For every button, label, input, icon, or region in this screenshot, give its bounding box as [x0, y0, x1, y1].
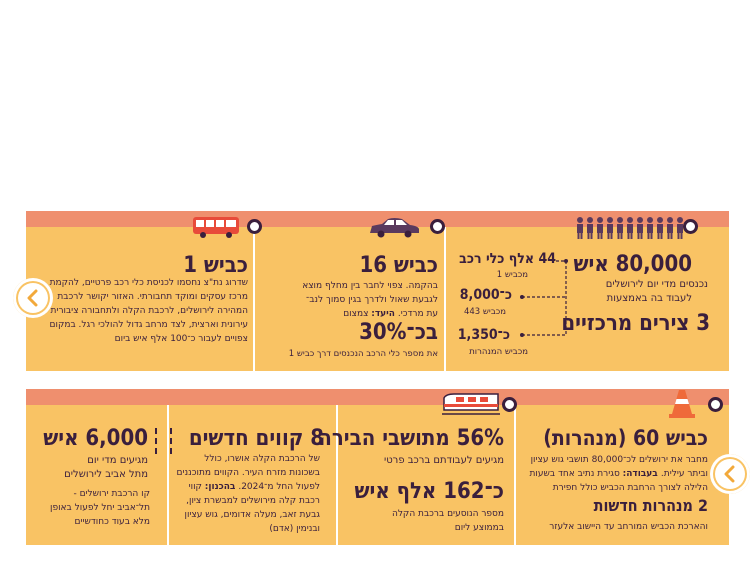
section-body: מחבר את ירושלים לכ־80,000 תושבי גוש עציו…	[520, 453, 708, 495]
body-text: מחבר את ירושלים לכ־80,000 תושבי גוש עציו…	[530, 455, 708, 479]
headline-value: 8 קווים חדשים	[188, 426, 324, 451]
top-panel	[26, 227, 729, 371]
body-bold: בהכנון:	[204, 482, 236, 492]
band-marker	[708, 397, 723, 412]
body-bold: בעבודה:	[622, 469, 661, 479]
stat-value: כ־8,000	[459, 287, 512, 303]
stat-note: מכביש 443	[463, 307, 506, 317]
car-icon	[370, 218, 419, 238]
section-body: והארכת הכביש המורחב עד היישוב אלעזר	[549, 522, 708, 532]
chevron-left-icon	[724, 465, 735, 483]
bottom-band	[26, 389, 729, 405]
section-title: כביש 16	[359, 253, 438, 278]
bottom-divider-3	[514, 405, 516, 545]
top-divider-2	[444, 227, 446, 371]
stat-note: את מספר כלי הרכב הנכנסים דרך כביש 1	[288, 349, 438, 359]
body-line: עת מרדכי. היעד: צמצום	[258, 307, 438, 321]
section-title: כביש 1	[183, 253, 248, 278]
stat-note: מכביש המנהרות	[469, 347, 528, 357]
stat-note: מכביש 1	[496, 270, 528, 280]
top-divider-1	[253, 227, 255, 371]
headline-sub: מגיעים מדי יום	[87, 455, 148, 466]
body-line: לגבעת שאול ולדרך בגין סמוך לנב־	[305, 295, 438, 305]
stat-value: 44 אלף כלי רכב	[459, 251, 556, 267]
headline-sub: לעבוד בה באמצעות	[606, 293, 692, 304]
dashed-separator	[170, 428, 172, 454]
headline-value: כ־162 אלף איש	[354, 479, 504, 504]
headline-value: 80,000 איש	[573, 252, 692, 277]
headline-value: 56% מתושבי הבירה	[318, 426, 504, 451]
body-bold: היעד:	[371, 309, 395, 319]
body-text: של הרכבת הקלה אושרו, כולל בשכונות מזרח ה…	[176, 454, 320, 492]
dashed-separator	[155, 428, 157, 454]
stat-value: כ־1,350	[457, 327, 510, 343]
band-marker	[683, 219, 698, 234]
connector-lines	[520, 259, 568, 337]
section-body: שדרוג נת"צ נחסמו לכניסת כלי רכב פרטיים, …	[49, 278, 248, 344]
next-slide-button[interactable]	[710, 454, 750, 494]
bottom-panel	[26, 405, 729, 545]
body-text: סגירת נתיב אחד בשעות הלילה לצורך הרחבת ה…	[529, 469, 708, 493]
headline-value: 6,000 איש	[43, 426, 148, 451]
stat-value: בכ־30%	[359, 320, 438, 345]
train-icon	[442, 393, 500, 415]
section-body: קו הרכבת ירושלים - תל־אביב יחל לפעול באו…	[50, 489, 150, 527]
band-marker	[502, 397, 517, 412]
body-text: צמצום	[343, 309, 372, 319]
section-body: בהקמה. צפוי לחבר בין מחלף מוצא לגבעת שאו…	[258, 279, 438, 321]
headline-value: 3 צירים מרכזיים	[561, 311, 710, 336]
traffic-cone-icon	[669, 390, 695, 418]
headline-sub: מתל אביב לירושלים	[64, 469, 148, 480]
headline-sub: נכנסים מדי יום לירושלים	[605, 279, 708, 290]
headline-value: 2 מנהרות חדשות	[593, 496, 708, 515]
bottom-divider-2	[336, 405, 338, 545]
body-text: קווי רכבת קלה מירושלים למבשרת ציון, גבעת…	[184, 482, 320, 534]
chevron-left-icon	[27, 289, 38, 307]
prev-slide-button[interactable]	[13, 278, 53, 318]
section-body: של הרכבת הקלה אושרו, כולל בשכונות מזרח ה…	[176, 452, 320, 536]
band-marker	[247, 219, 262, 234]
body-text: עת מרדכי.	[394, 309, 438, 319]
headline-sub: מגיעים לעבודתם ברכב פרטי	[383, 455, 504, 466]
body-line: בהקמה. צפוי לחבר בין מחלף מוצא	[302, 281, 438, 291]
people-icon	[577, 217, 683, 239]
headline-value: כביש 60 (מנהרות)	[543, 426, 708, 450]
bottom-divider-1	[167, 405, 169, 545]
section-body: מספר הנוסעים ברכבת הקלה בממוצע ליום	[391, 509, 504, 533]
band-marker	[430, 219, 445, 234]
bus-icon	[193, 217, 239, 238]
